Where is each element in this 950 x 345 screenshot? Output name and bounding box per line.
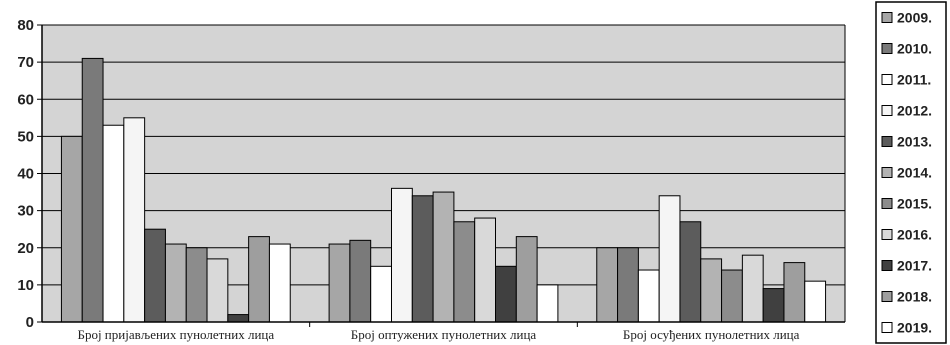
legend-swatch <box>881 167 893 178</box>
y-tick-label: 0 <box>26 314 34 331</box>
legend-label: 2014. <box>897 165 932 181</box>
bar <box>453 221 476 323</box>
bar <box>328 243 351 323</box>
y-tick-label: 20 <box>17 240 34 257</box>
y-tick-label: 70 <box>17 54 34 71</box>
bar <box>349 239 372 323</box>
bar <box>60 135 83 323</box>
legend-label: 2019. <box>897 320 932 336</box>
bar <box>783 262 806 323</box>
legend-swatch <box>881 105 893 116</box>
legend-swatch <box>881 43 893 54</box>
bar <box>144 228 166 323</box>
legend-label: 2013. <box>897 134 932 150</box>
bar <box>804 280 827 323</box>
bar <box>536 284 559 323</box>
bar <box>762 288 785 323</box>
legend-swatch <box>881 291 893 302</box>
y-tick-label: 50 <box>17 128 34 145</box>
bar <box>248 236 270 323</box>
bar <box>596 247 619 323</box>
bar <box>391 187 413 323</box>
x-category-label: Број оптужених пунолетних лица <box>351 327 537 342</box>
legend-swatch <box>881 198 893 209</box>
legend-label: 2018. <box>897 289 932 305</box>
bar <box>370 265 393 323</box>
bar <box>658 195 681 323</box>
legend-label: 2009. <box>897 10 932 26</box>
legend-label: 2015. <box>897 196 932 212</box>
bar <box>741 254 764 323</box>
bar <box>164 243 187 323</box>
bar <box>185 247 208 323</box>
bar <box>474 217 497 323</box>
x-category-label: Број осуђених пунолетних лица <box>623 327 800 342</box>
legend-swatch <box>881 322 893 333</box>
bar <box>700 258 723 323</box>
bar <box>102 124 125 323</box>
bar <box>123 117 146 323</box>
legend-swatch <box>881 229 893 240</box>
bar <box>637 269 660 323</box>
y-tick-label: 80 <box>17 17 34 34</box>
bar <box>432 191 455 323</box>
legend: 2009. 2010. 2011. 2012. 2013. 2014. 2015. 2016.… <box>875 1 947 344</box>
legend-swatch <box>881 12 893 23</box>
bar <box>206 258 229 323</box>
bar <box>411 195 434 323</box>
bar <box>81 57 104 323</box>
plot-area: 0 10 20 30 40 50 60 70 80 Број пријављених пуноле… <box>17 17 846 342</box>
legend-label: 2017. <box>897 258 932 274</box>
legend-swatch <box>881 136 893 147</box>
legend-swatch <box>881 260 893 271</box>
x-category-label: Број пријављених пунолетних лица <box>77 327 274 342</box>
bar <box>495 265 517 323</box>
bar <box>721 269 743 323</box>
legend-label: 2011. <box>897 72 931 88</box>
bar <box>268 243 291 323</box>
y-tick-label: 10 <box>17 277 34 294</box>
legend-label: 2010. <box>897 41 932 57</box>
bar <box>679 221 702 323</box>
y-tick-label: 60 <box>17 91 34 108</box>
bar <box>617 247 639 323</box>
y-tick-label: 30 <box>17 203 34 220</box>
legend-swatch <box>881 74 893 85</box>
legend-label: 2016. <box>897 227 932 243</box>
y-tick-label: 40 <box>17 166 34 183</box>
bar <box>515 236 538 323</box>
bar <box>227 314 250 323</box>
legend-label: 2012. <box>897 103 932 119</box>
